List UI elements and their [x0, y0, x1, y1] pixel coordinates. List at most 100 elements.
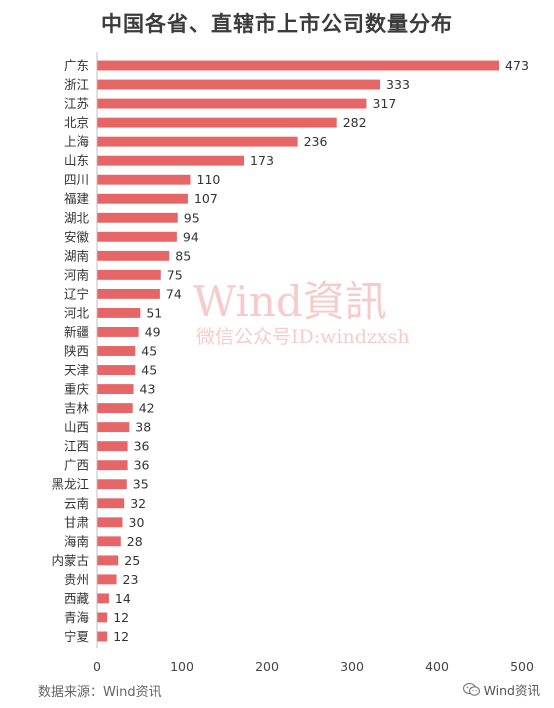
bar-山西: [97, 422, 130, 433]
category-label: 北京: [64, 115, 89, 130]
value-label: 317: [372, 96, 396, 111]
value-label: 12: [113, 610, 129, 625]
category-label: 广东: [64, 58, 89, 73]
value-label: 12: [113, 629, 129, 644]
bar-湖北: [97, 212, 178, 223]
category-label: 海南: [64, 534, 89, 549]
value-label: 28: [127, 534, 143, 549]
bar-山东: [97, 155, 245, 166]
bar-安徽: [97, 231, 177, 242]
bar-辽宁: [97, 288, 160, 299]
category-label: 湖北: [64, 210, 90, 225]
value-label: 38: [135, 420, 151, 435]
category-label: 西藏: [64, 591, 90, 606]
value-label: 49: [145, 324, 161, 339]
bar-河北: [97, 307, 141, 318]
bar-新疆: [97, 327, 139, 337]
bar-河南: [97, 269, 161, 280]
value-label: 107: [194, 191, 218, 206]
category-label: 山东: [64, 153, 89, 168]
value-label: 36: [134, 439, 150, 454]
bar-重庆: [97, 384, 134, 395]
bar-云南: [97, 498, 125, 509]
x-tick-label: 100: [170, 659, 194, 674]
bar-吉林: [97, 403, 133, 414]
value-label: 236: [304, 134, 328, 149]
category-label: 贵州: [64, 572, 89, 587]
value-label: 43: [140, 382, 156, 397]
chart-title: 中国各省、直辖市上市公司数量分布: [101, 12, 453, 36]
value-label: 32: [130, 496, 146, 511]
value-label: 23: [123, 572, 139, 587]
category-label: 陕西: [64, 344, 89, 359]
bar-四川: [97, 174, 191, 185]
value-label: 51: [146, 305, 162, 320]
category-label: 江西: [64, 439, 89, 454]
value-label: 282: [343, 115, 367, 130]
value-label: 36: [134, 458, 150, 473]
category-label: 天津: [64, 363, 89, 378]
x-tick-label: 400: [425, 659, 449, 674]
value-label: 14: [115, 591, 131, 606]
bar-黑龙江: [97, 479, 127, 490]
wechat-icon: [462, 683, 480, 696]
bar-陕西: [97, 346, 136, 356]
category-label: 浙江: [64, 77, 89, 92]
value-label: 42: [139, 401, 155, 416]
value-label: 173: [250, 153, 274, 168]
category-label: 山西: [64, 420, 89, 435]
value-label: 45: [141, 363, 157, 378]
brand-badge: Wind资讯: [462, 680, 540, 699]
category-label: 河南: [64, 267, 89, 282]
category-label: 福建: [64, 191, 90, 206]
value-label: 94: [183, 229, 199, 244]
value-label: 85: [175, 248, 191, 263]
bar-广西: [97, 460, 128, 471]
category-label: 四川: [64, 172, 89, 187]
x-tick-label: 300: [340, 659, 364, 674]
watermark-title: Wind資訊: [193, 277, 387, 326]
category-label: 青海: [64, 610, 90, 625]
bar-宁夏: [97, 631, 108, 642]
category-label: 新疆: [64, 324, 89, 339]
value-label: 473: [505, 58, 529, 73]
value-label: 25: [124, 553, 140, 568]
category-label: 湖南: [64, 248, 89, 263]
x-tick-label: 200: [255, 659, 279, 674]
category-label: 甘肃: [64, 515, 89, 530]
value-label: 95: [184, 210, 200, 225]
bar-福建: [97, 193, 188, 204]
x-tick-label: 500: [510, 659, 534, 674]
value-label: 74: [166, 286, 182, 301]
category-label: 辽宁: [64, 286, 89, 301]
bar-江西: [97, 441, 128, 452]
bar-青海: [97, 612, 108, 623]
category-label: 安徽: [64, 229, 90, 244]
bar-西藏: [97, 593, 109, 604]
bar-甘肃: [97, 517, 123, 528]
category-label: 河北: [64, 305, 90, 320]
bar-贵州: [97, 574, 117, 585]
bar-浙江: [97, 79, 381, 90]
category-label: 吉林: [64, 401, 90, 416]
bar-广东: [97, 60, 500, 71]
bar-上海: [97, 136, 298, 147]
value-label: 110: [197, 172, 221, 187]
bar-海南: [97, 536, 121, 547]
bar-北京: [97, 117, 337, 128]
bar-天津: [97, 365, 136, 375]
category-label: 上海: [64, 134, 90, 149]
value-label: 30: [129, 515, 145, 530]
value-label: 75: [167, 267, 183, 282]
bar-内蒙古: [97, 555, 119, 566]
category-label: 广西: [64, 458, 89, 473]
category-label: 江苏: [64, 96, 89, 111]
category-label: 内蒙古: [51, 553, 89, 568]
source-note: 数据来源：Wind资讯: [38, 685, 162, 700]
brand-name: Wind资讯: [483, 683, 540, 698]
category-label: 重庆: [64, 382, 90, 397]
category-label: 云南: [64, 496, 89, 511]
value-label: 333: [386, 77, 410, 92]
value-label: 35: [133, 477, 149, 492]
